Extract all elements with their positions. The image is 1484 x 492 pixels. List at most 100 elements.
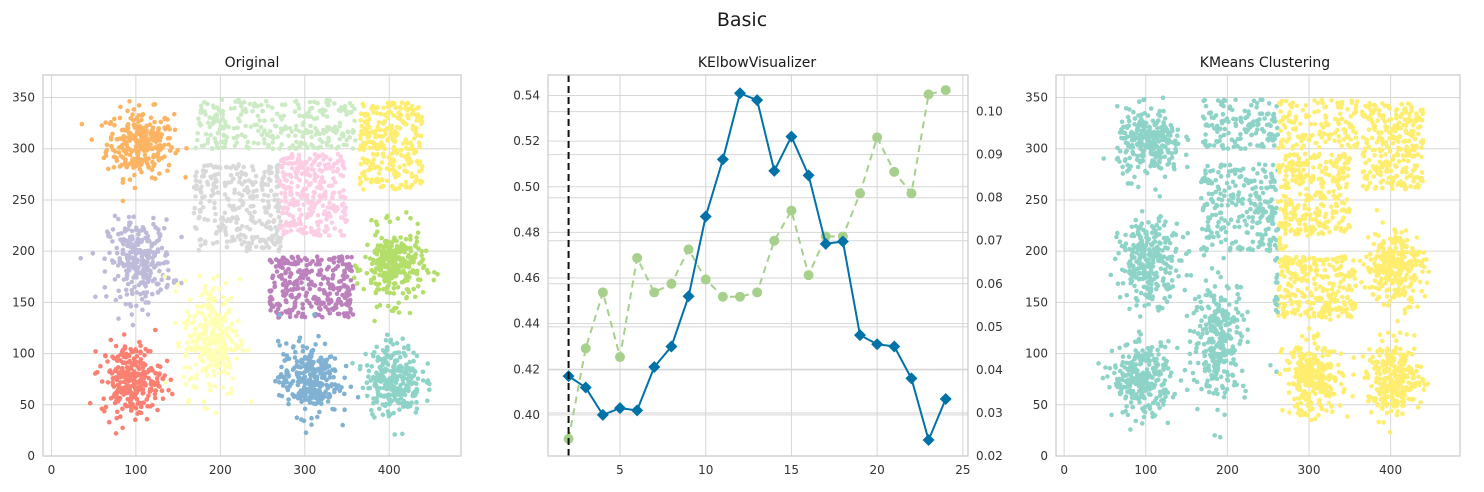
data-point: [316, 333, 321, 339]
data-point: [409, 400, 414, 406]
data-point: [284, 299, 289, 305]
data-point: [133, 417, 138, 423]
data-point: [284, 385, 290, 390]
data-point: [294, 359, 300, 364]
data-point: [1271, 143, 1277, 148]
data-point: [355, 281, 360, 286]
data-point: [216, 224, 221, 230]
data-point: [1250, 219, 1255, 224]
data-point: [238, 338, 244, 344]
data-point: [298, 388, 304, 393]
data-point: [104, 142, 110, 148]
data-point: [197, 331, 202, 337]
data-point: [212, 218, 218, 223]
data-point: [166, 162, 172, 168]
data-point: [1199, 246, 1204, 252]
data-point: [278, 235, 284, 241]
data-point: [1218, 210, 1224, 216]
series-marker-0: [734, 87, 746, 100]
data-point: [198, 209, 203, 214]
data-point: [136, 232, 141, 237]
data-point: [301, 202, 307, 207]
data-point: [1233, 97, 1238, 102]
data-point: [1405, 158, 1411, 164]
data-point: [378, 256, 383, 261]
data-point: [406, 253, 411, 258]
data-point: [1409, 105, 1414, 110]
data-point: [1315, 219, 1320, 225]
data-point: [244, 207, 250, 213]
data-point: [404, 245, 410, 251]
data-point: [378, 243, 384, 248]
data-point: [127, 301, 133, 307]
data-point: [129, 228, 135, 234]
data-point: [184, 146, 189, 151]
data-point: [341, 188, 346, 193]
series-line-1: [567, 89, 946, 439]
data-point: [371, 269, 376, 275]
data-point: [300, 122, 306, 128]
data-point: [1219, 197, 1225, 203]
data-point: [399, 100, 405, 105]
data-point: [1363, 160, 1368, 166]
data-point: [1403, 148, 1409, 153]
data-point: [1383, 140, 1389, 145]
data-point: [308, 390, 314, 396]
data-point: [1372, 186, 1378, 191]
data-point: [111, 165, 117, 170]
data-point: [199, 292, 204, 298]
data-point: [1411, 153, 1417, 159]
data-point: [283, 199, 288, 204]
data-point: [401, 345, 407, 351]
data-point: [1120, 171, 1126, 176]
data-point: [1399, 111, 1405, 117]
data-point: [298, 258, 304, 263]
data-point: [259, 237, 265, 243]
data-point: [228, 172, 234, 178]
data-point: [414, 235, 419, 240]
data-point: [1225, 203, 1231, 208]
data-point: [1229, 107, 1235, 113]
data-point: [147, 268, 153, 274]
data-point: [167, 148, 173, 153]
data-point: [203, 323, 209, 329]
data-point: [260, 108, 266, 114]
data-point: [340, 292, 345, 298]
data-point: [1247, 247, 1253, 252]
data-point: [309, 279, 314, 285]
data-point: [209, 176, 214, 181]
data-point: [385, 332, 390, 338]
data-point: [326, 233, 332, 238]
data-point: [202, 241, 208, 246]
data-point: [403, 137, 409, 142]
data-point: [1287, 216, 1292, 222]
data-point: [317, 154, 322, 159]
data-point: [155, 383, 161, 389]
data-point: [112, 122, 117, 128]
data-point: [297, 113, 302, 118]
data-point: [113, 155, 119, 160]
data-point: [1266, 111, 1271, 116]
data-point: [157, 156, 162, 161]
data-point: [384, 215, 389, 221]
data-point: [289, 254, 295, 260]
data-point: [1267, 237, 1273, 243]
data-point: [1294, 152, 1300, 158]
data-point: [1392, 162, 1398, 168]
data-point: [228, 106, 234, 111]
data-point: [210, 356, 215, 361]
data-point: [245, 139, 251, 145]
data-point: [292, 355, 298, 360]
data-point: [324, 267, 330, 272]
data-point: [1308, 121, 1313, 127]
data-point: [302, 406, 308, 412]
data-point: [1269, 117, 1275, 123]
data-point: [385, 115, 391, 121]
data-point: [1210, 212, 1215, 218]
plot-frame: [547, 74, 969, 457]
data-point: [148, 379, 154, 384]
data-point: [1335, 101, 1341, 106]
data-point: [1247, 142, 1253, 147]
y2-tick-label: 0.07: [976, 234, 1003, 248]
data-point: [139, 297, 145, 302]
